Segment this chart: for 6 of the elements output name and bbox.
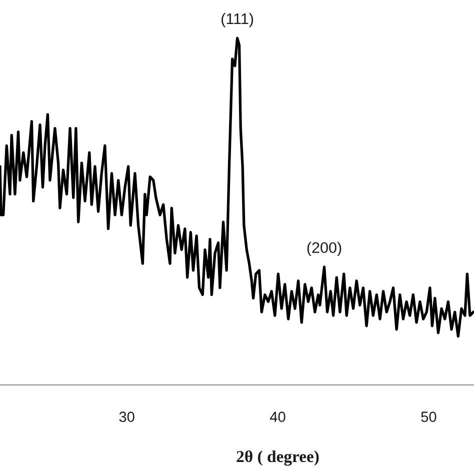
annotation: (111) [222, 12, 254, 28]
x-tick-label: 30 [119, 412, 134, 422]
x-tick-label: 50 [421, 412, 436, 422]
x-axis-title: 2θ ( degree) [236, 450, 319, 466]
annotation: (200) [307, 242, 342, 256]
x-tick-label: 40 [270, 412, 286, 422]
